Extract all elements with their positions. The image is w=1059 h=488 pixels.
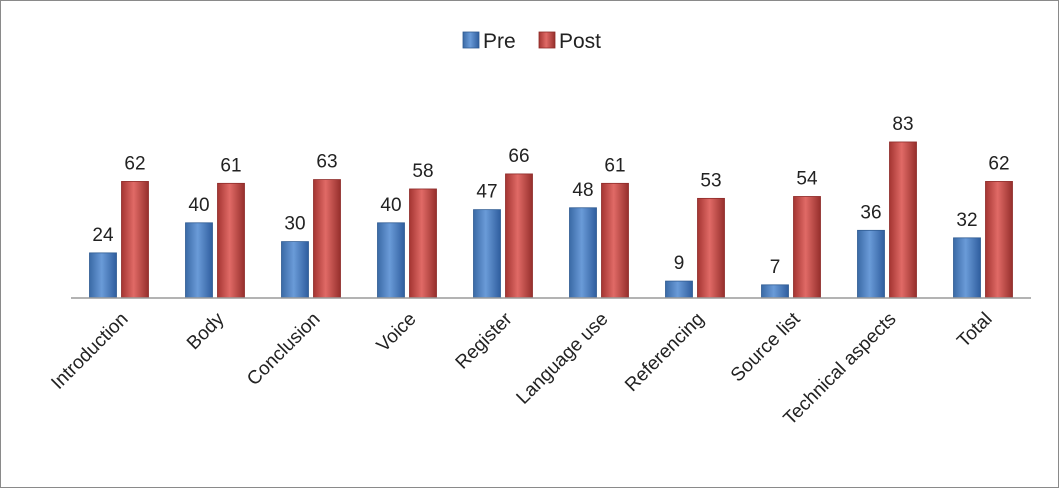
tick-label-register: Register — [452, 308, 517, 373]
bar-post-total — [985, 181, 1013, 299]
bar-pre-register — [473, 209, 501, 299]
bar-pre-language-use — [569, 207, 597, 299]
value-label-pre-voice: 40 — [380, 195, 401, 216]
value-label-pre-body: 40 — [188, 195, 209, 216]
tick-label-voice: Voice — [373, 309, 421, 357]
tick-label-language-use: Language use — [513, 309, 613, 409]
value-label-post-conclusion: 63 — [316, 152, 337, 173]
value-label-post-technical-aspects: 83 — [892, 114, 913, 135]
bar-post-voice — [409, 188, 437, 299]
value-label-post-body: 61 — [220, 155, 241, 176]
x-tick-labels: Introduction Body Conclusion Voice RegisterL… — [47, 308, 996, 429]
tick-label-referencing: Referencing — [621, 309, 708, 396]
bar-pre-referencing — [665, 280, 693, 299]
value-label-pre-conclusion: 30 — [284, 214, 305, 235]
legend-label-pre: Pre — [483, 30, 516, 53]
tick-label-conclusion: Conclusion — [243, 309, 324, 390]
bar-pre-technical-aspects — [857, 229, 885, 299]
legend: Pre Post — [462, 30, 601, 53]
value-label-pre-technical-aspects: 36 — [860, 202, 881, 223]
bar-post-register — [505, 173, 533, 299]
bar-post-referencing — [697, 197, 725, 299]
bar-post-introduction — [121, 181, 149, 299]
tick-label-introduction: Introduction — [47, 309, 132, 394]
bar-pre-source-list — [761, 284, 789, 299]
legend-label-post: Post — [559, 30, 601, 53]
value-label-pre-referencing: 9 — [674, 253, 685, 274]
bar-post-body — [217, 182, 245, 299]
bar-pre-conclusion — [281, 241, 309, 299]
bar-pre-body — [185, 222, 213, 299]
value-label-post-total: 62 — [988, 153, 1009, 174]
value-label-post-register: 66 — [508, 146, 529, 167]
bar-post-technical-aspects — [889, 141, 917, 299]
value-label-pre-total: 32 — [956, 210, 977, 231]
value-label-post-voice: 58 — [412, 161, 433, 182]
tick-label-total: Total — [953, 309, 996, 352]
legend-swatch-pre — [462, 31, 480, 49]
value-label-post-referencing: 53 — [700, 170, 721, 191]
value-label-post-introduction: 62 — [124, 153, 145, 174]
bars-group: 24 62 40 61 30 63 40 58 47 66 48 61 9 53 7 54 36 83 32 62 — [89, 114, 1013, 299]
value-label-post-language-use: 61 — [604, 155, 625, 176]
bar-pre-introduction — [89, 252, 117, 299]
bar-post-language-use — [601, 182, 629, 299]
tick-label-source-list: Source list — [727, 308, 805, 386]
bar-post-source-list — [793, 196, 821, 299]
value-label-pre-source-list: 7 — [770, 257, 781, 278]
bar-pre-voice — [377, 222, 405, 299]
legend-swatch-post — [538, 31, 556, 49]
value-label-pre-register: 47 — [476, 182, 497, 203]
tick-label-body: Body — [183, 308, 229, 354]
bar-post-conclusion — [313, 179, 341, 299]
value-label-post-source-list: 54 — [796, 168, 818, 189]
value-label-pre-language-use: 48 — [572, 180, 593, 201]
value-label-pre-introduction: 24 — [92, 225, 114, 246]
bar-pre-total — [953, 237, 981, 299]
